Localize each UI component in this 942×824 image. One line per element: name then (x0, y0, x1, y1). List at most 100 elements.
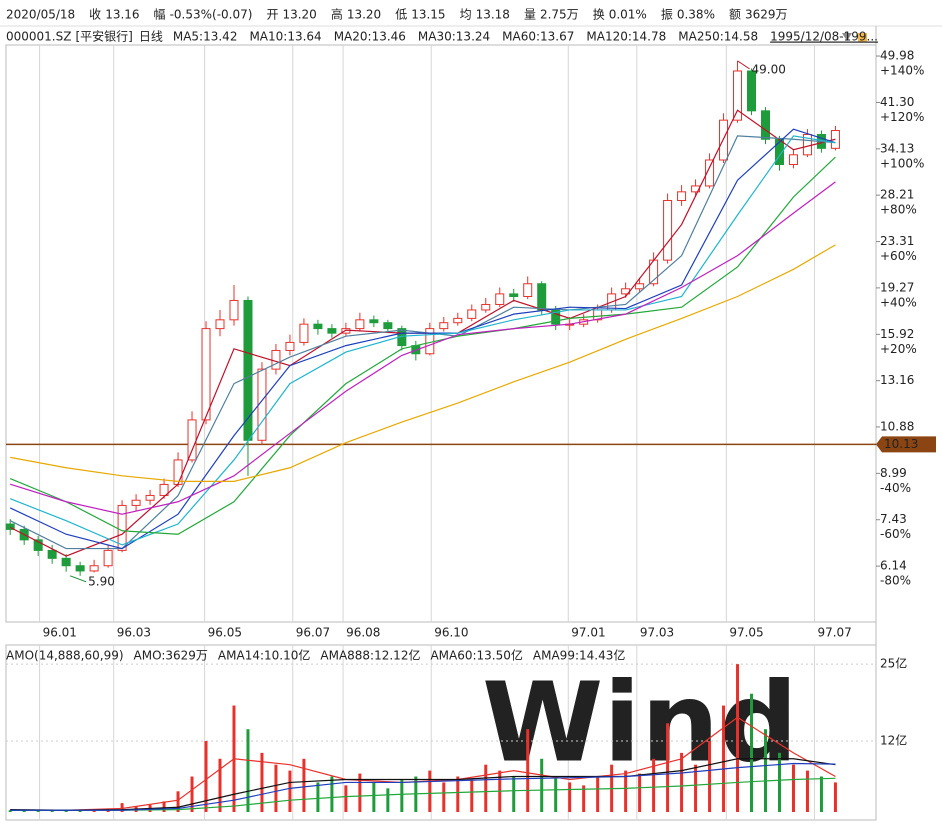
info-value: 3629万 (745, 8, 788, 22)
volume-bar (666, 723, 670, 812)
info-value: 13.20 (282, 8, 316, 22)
info-value: 13.18 (476, 8, 510, 22)
y-tick-label: 25亿 (880, 656, 907, 671)
date-range[interactable]: 1995/12/08-199... (770, 30, 878, 44)
y-tick-label: 41.30 (880, 95, 914, 109)
candle-body (61, 557, 71, 567)
candle-body (285, 341, 295, 351)
y-tick-note: +140% (880, 64, 924, 78)
volume-title: AMO(14,888,60,99) (6, 649, 124, 663)
candle-body (313, 323, 323, 330)
legend-entry: AMA60:13.50亿 (430, 648, 522, 663)
candle-body (229, 299, 239, 321)
candle-body (439, 322, 449, 330)
security-name: [平安银行] (75, 29, 132, 44)
high-mark-label: 49.00 (752, 62, 786, 76)
legend-entry: MA5:13.42 (173, 30, 238, 44)
x-tick-label: 96.07 (296, 626, 330, 640)
candle-body (733, 70, 743, 121)
info-label: 2020/05/18 (6, 8, 75, 22)
y-tick-note: -60% (880, 527, 911, 541)
candle-body (705, 159, 715, 187)
info-label: 额 (729, 8, 741, 22)
ma-line (9, 156, 836, 535)
info-label: 收 (89, 8, 101, 22)
volume-bar (764, 729, 768, 812)
legend-entry: MA120:14.78 (586, 30, 666, 44)
volume-bar (680, 752, 684, 812)
candle-body (103, 549, 113, 567)
info-value: 0.01% (609, 8, 647, 22)
price-tag-label: 10.13 (884, 437, 918, 451)
info-value: 13.16 (105, 8, 139, 22)
info-label: 量 (524, 8, 536, 22)
ma-line (10, 758, 836, 811)
volume-bar (540, 758, 544, 812)
candle-body (327, 328, 337, 334)
y-tick-label: 34.13 (880, 141, 914, 155)
volume-bar (64, 810, 68, 812)
volume-bar (190, 776, 194, 812)
candle-body (355, 319, 365, 330)
info-value: 13.20 (347, 8, 381, 22)
y-tick-label: 10.88 (880, 419, 914, 433)
legend-entry: MA30:13.24 (418, 30, 490, 44)
volume-bar (456, 776, 460, 812)
dropdown-icon[interactable] (842, 33, 852, 41)
candle-body (215, 319, 225, 330)
candle-body (131, 499, 141, 506)
y-tick-label: 12亿 (880, 733, 907, 748)
low-mark-label: 5.90 (88, 574, 115, 588)
volume-bar (442, 782, 446, 812)
volume-bar (288, 770, 292, 812)
y-tick-label: 49.98 (880, 49, 914, 63)
volume-bar (302, 758, 306, 812)
candle-body (383, 322, 393, 330)
candle-body (761, 110, 771, 140)
volume-bar (400, 779, 404, 812)
candle-body (747, 70, 757, 112)
legend-entry: MA60:13.67 (502, 30, 574, 44)
volume-bar (694, 764, 698, 812)
y-tick-label: 28.21 (880, 188, 914, 202)
volume-bar (638, 773, 642, 812)
candle-body (243, 299, 253, 441)
legend-entry: MA250:14.58 (678, 30, 758, 44)
volume-bar (120, 803, 124, 812)
candle-body (467, 309, 477, 319)
volume-bar (582, 785, 586, 812)
volume-bar (358, 773, 362, 812)
menu-icon[interactable] (858, 33, 867, 42)
volume-bar (50, 810, 54, 812)
info-label: 开 (266, 8, 278, 22)
low-mark-line (69, 575, 87, 583)
volume-bar (344, 785, 348, 812)
volume-bar (22, 810, 26, 812)
high-mark-line (737, 60, 750, 70)
volume-bar (736, 664, 740, 812)
y-tick-note: +20% (880, 342, 917, 356)
volume-bar (316, 782, 320, 812)
y-tick-label: 13.16 (880, 373, 914, 387)
y-tick-label: 23.31 (880, 234, 914, 248)
candle-body (5, 523, 15, 530)
candle-body (117, 504, 127, 551)
info-label: 振 (661, 8, 673, 22)
candle-body (89, 565, 99, 572)
y-tick-note: +100% (880, 156, 924, 170)
candle-body (369, 319, 379, 324)
volume-bar (722, 705, 726, 812)
volume-bar (554, 776, 558, 812)
candle-body (677, 191, 687, 201)
candle-body (663, 199, 673, 261)
volume-bar (833, 782, 837, 812)
legend-entry: AMA99:14.43亿 (533, 648, 625, 663)
volume-bar (218, 758, 222, 812)
candle-body (453, 317, 463, 324)
candle-body (159, 483, 169, 496)
y-tick-note: +40% (880, 295, 917, 309)
volume-bar (526, 729, 530, 812)
period: 日线 (139, 30, 163, 44)
legend-entry: MA10:13.64 (249, 30, 321, 44)
